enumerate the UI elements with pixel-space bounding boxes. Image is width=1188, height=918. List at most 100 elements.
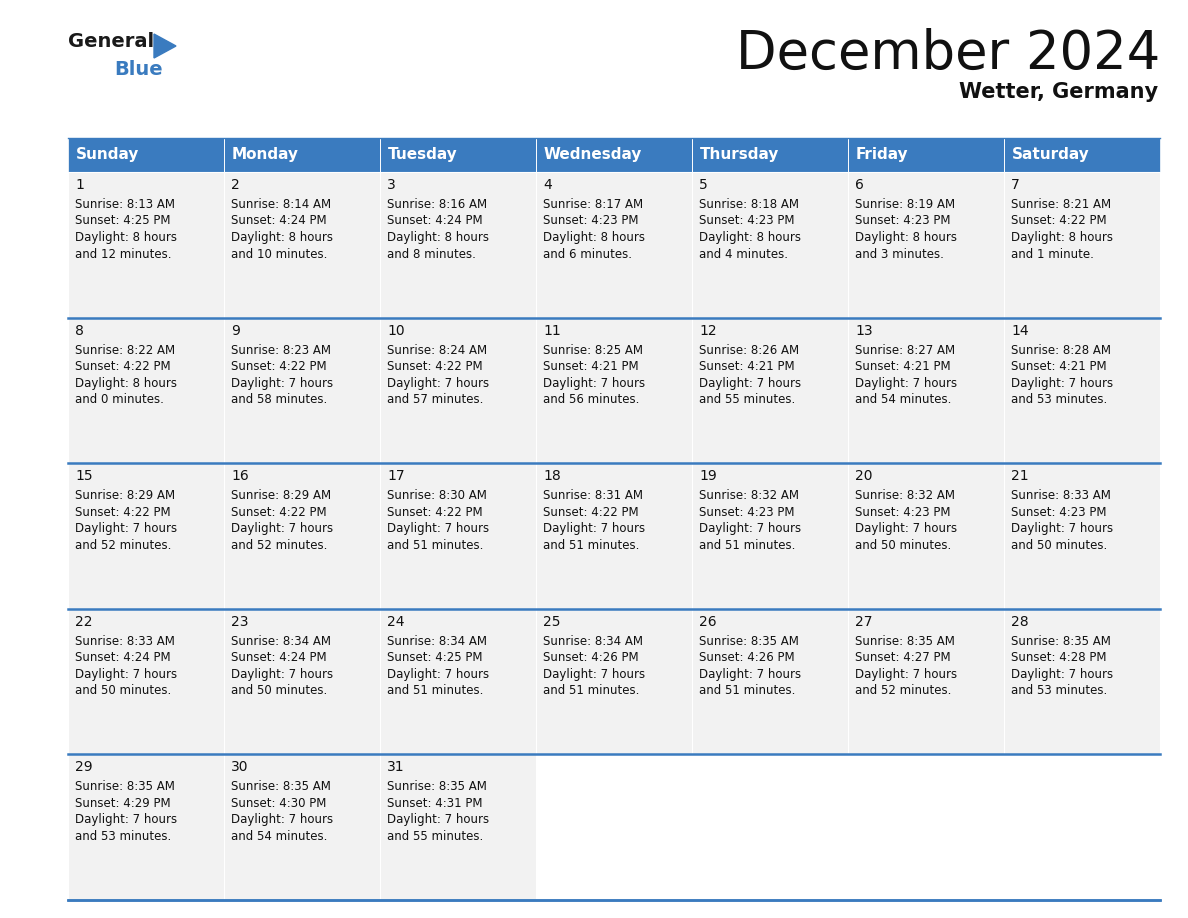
Text: Sunset: 4:24 PM: Sunset: 4:24 PM <box>230 651 327 665</box>
Text: and 1 minute.: and 1 minute. <box>1011 248 1094 261</box>
Text: and 51 minutes.: and 51 minutes. <box>699 539 796 552</box>
Text: Wednesday: Wednesday <box>544 148 643 162</box>
Text: and 50 minutes.: and 50 minutes. <box>855 539 952 552</box>
Text: Sunset: 4:22 PM: Sunset: 4:22 PM <box>230 506 327 519</box>
Text: Sunset: 4:24 PM: Sunset: 4:24 PM <box>230 215 327 228</box>
Bar <box>1004 464 1159 609</box>
Text: Sunset: 4:22 PM: Sunset: 4:22 PM <box>75 506 171 519</box>
Text: 14: 14 <box>1011 324 1029 338</box>
Text: Sunrise: 8:32 AM: Sunrise: 8:32 AM <box>855 489 955 502</box>
Text: Blue: Blue <box>114 60 163 79</box>
Bar <box>225 138 380 172</box>
Text: Daylight: 7 hours: Daylight: 7 hours <box>543 522 645 535</box>
Bar <box>380 172 536 318</box>
Text: Thursday: Thursday <box>700 148 779 162</box>
Text: Daylight: 7 hours: Daylight: 7 hours <box>387 376 489 389</box>
Bar <box>536 609 691 755</box>
Text: Daylight: 7 hours: Daylight: 7 hours <box>699 376 801 389</box>
Text: Daylight: 7 hours: Daylight: 7 hours <box>387 667 489 681</box>
Text: 20: 20 <box>855 469 872 483</box>
Text: Sunset: 4:21 PM: Sunset: 4:21 PM <box>1011 360 1107 373</box>
Text: Sunset: 4:22 PM: Sunset: 4:22 PM <box>230 360 327 373</box>
Text: 8: 8 <box>75 324 84 338</box>
Bar <box>1004 138 1159 172</box>
Text: Sunrise: 8:25 AM: Sunrise: 8:25 AM <box>543 343 643 356</box>
Text: General: General <box>68 32 154 51</box>
Bar <box>691 172 848 318</box>
Text: Daylight: 7 hours: Daylight: 7 hours <box>1011 522 1113 535</box>
Bar <box>848 138 1004 172</box>
Text: Monday: Monday <box>232 148 299 162</box>
Text: Sunset: 4:27 PM: Sunset: 4:27 PM <box>855 651 950 665</box>
Text: Sunrise: 8:22 AM: Sunrise: 8:22 AM <box>75 343 175 356</box>
Text: Daylight: 7 hours: Daylight: 7 hours <box>387 522 489 535</box>
Text: 13: 13 <box>855 324 873 338</box>
Text: Sunset: 4:29 PM: Sunset: 4:29 PM <box>75 797 171 810</box>
Bar <box>68 755 225 900</box>
Text: Sunrise: 8:35 AM: Sunrise: 8:35 AM <box>699 635 798 648</box>
Bar <box>68 609 225 755</box>
Text: Sunrise: 8:18 AM: Sunrise: 8:18 AM <box>699 198 800 211</box>
Text: Sunrise: 8:14 AM: Sunrise: 8:14 AM <box>230 198 331 211</box>
Text: Sunset: 4:24 PM: Sunset: 4:24 PM <box>387 215 482 228</box>
Text: Sunrise: 8:21 AM: Sunrise: 8:21 AM <box>1011 198 1111 211</box>
Text: Sunday: Sunday <box>76 148 139 162</box>
Text: Sunrise: 8:35 AM: Sunrise: 8:35 AM <box>230 780 331 793</box>
Bar <box>848 464 1004 609</box>
Text: Sunset: 4:25 PM: Sunset: 4:25 PM <box>75 215 171 228</box>
Text: and 53 minutes.: and 53 minutes. <box>75 830 171 843</box>
Text: Friday: Friday <box>857 148 909 162</box>
Text: Saturday: Saturday <box>1012 148 1089 162</box>
Text: 27: 27 <box>855 615 872 629</box>
Text: Sunrise: 8:29 AM: Sunrise: 8:29 AM <box>230 489 331 502</box>
Text: Sunset: 4:23 PM: Sunset: 4:23 PM <box>699 506 795 519</box>
Text: 16: 16 <box>230 469 248 483</box>
Text: Daylight: 7 hours: Daylight: 7 hours <box>75 667 177 681</box>
Text: Sunset: 4:26 PM: Sunset: 4:26 PM <box>543 651 639 665</box>
Text: Sunset: 4:30 PM: Sunset: 4:30 PM <box>230 797 327 810</box>
Text: Sunrise: 8:13 AM: Sunrise: 8:13 AM <box>75 198 175 211</box>
Text: Sunrise: 8:19 AM: Sunrise: 8:19 AM <box>855 198 955 211</box>
Text: and 53 minutes.: and 53 minutes. <box>1011 393 1107 406</box>
Text: and 55 minutes.: and 55 minutes. <box>387 830 484 843</box>
Text: Daylight: 7 hours: Daylight: 7 hours <box>699 522 801 535</box>
Text: Sunrise: 8:16 AM: Sunrise: 8:16 AM <box>387 198 487 211</box>
Text: 31: 31 <box>387 760 405 775</box>
Text: 2: 2 <box>230 178 240 192</box>
Text: Sunrise: 8:35 AM: Sunrise: 8:35 AM <box>855 635 955 648</box>
Bar <box>691 464 848 609</box>
Text: 11: 11 <box>543 324 561 338</box>
Text: 23: 23 <box>230 615 248 629</box>
Bar <box>691 609 848 755</box>
Text: 3: 3 <box>387 178 396 192</box>
Text: and 54 minutes.: and 54 minutes. <box>230 830 328 843</box>
Text: Daylight: 7 hours: Daylight: 7 hours <box>75 813 177 826</box>
Bar <box>225 755 380 900</box>
Text: and 52 minutes.: and 52 minutes. <box>230 539 328 552</box>
Text: Sunset: 4:23 PM: Sunset: 4:23 PM <box>543 215 638 228</box>
Text: Sunset: 4:23 PM: Sunset: 4:23 PM <box>1011 506 1106 519</box>
Text: Daylight: 8 hours: Daylight: 8 hours <box>75 376 177 389</box>
Text: Sunset: 4:21 PM: Sunset: 4:21 PM <box>699 360 795 373</box>
Text: Sunset: 4:23 PM: Sunset: 4:23 PM <box>699 215 795 228</box>
Text: Daylight: 7 hours: Daylight: 7 hours <box>543 667 645 681</box>
Text: and 53 minutes.: and 53 minutes. <box>1011 684 1107 698</box>
Bar <box>691 318 848 464</box>
Text: Sunset: 4:21 PM: Sunset: 4:21 PM <box>543 360 639 373</box>
Text: 26: 26 <box>699 615 716 629</box>
Text: 12: 12 <box>699 324 716 338</box>
Text: 7: 7 <box>1011 178 1019 192</box>
Bar <box>380 464 536 609</box>
Text: Sunrise: 8:31 AM: Sunrise: 8:31 AM <box>543 489 643 502</box>
Text: 24: 24 <box>387 615 404 629</box>
Text: Sunset: 4:25 PM: Sunset: 4:25 PM <box>387 651 482 665</box>
Text: 10: 10 <box>387 324 405 338</box>
Text: Daylight: 7 hours: Daylight: 7 hours <box>230 813 333 826</box>
Text: Sunrise: 8:35 AM: Sunrise: 8:35 AM <box>1011 635 1111 648</box>
Text: Sunset: 4:23 PM: Sunset: 4:23 PM <box>855 215 950 228</box>
Text: December 2024: December 2024 <box>735 28 1159 80</box>
Bar <box>848 609 1004 755</box>
Text: 19: 19 <box>699 469 716 483</box>
Bar <box>68 318 225 464</box>
Text: and 51 minutes.: and 51 minutes. <box>543 684 639 698</box>
